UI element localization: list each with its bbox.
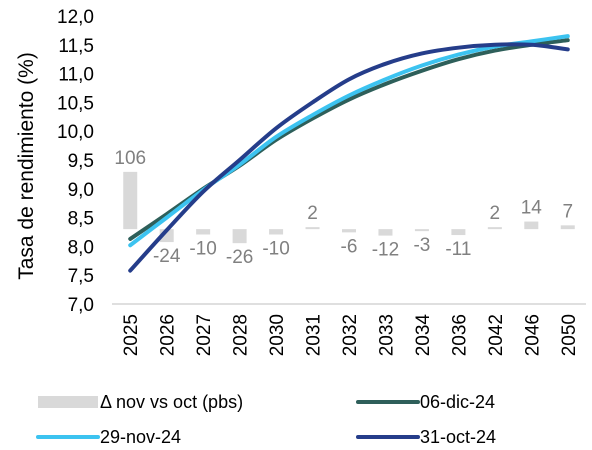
x-tick-label: 2034 xyxy=(413,314,434,357)
delta-bar xyxy=(560,225,575,230)
delta-bar xyxy=(451,229,466,236)
y-tick-label: 11,5 xyxy=(58,36,94,57)
delta-bar xyxy=(123,171,138,230)
bar-data-label: 2 xyxy=(490,203,501,224)
x-tick-label: 2027 xyxy=(194,314,215,356)
x-tick-label: 2028 xyxy=(231,314,252,356)
delta-bar xyxy=(378,229,393,236)
bar-data-label: -10 xyxy=(189,239,216,260)
y-tick-label: 12,0 xyxy=(57,7,94,28)
legend-label: 29-nov-24 xyxy=(100,427,181,447)
x-tick-label: 2032 xyxy=(340,314,361,356)
legend-label: 06-dic-24 xyxy=(420,392,495,412)
series-line xyxy=(128,34,570,248)
bar-data-label: 7 xyxy=(562,201,573,222)
y-tick-label: 8,0 xyxy=(68,237,94,258)
y-tick-label: 7,0 xyxy=(68,295,94,316)
x-tick-label: 2030 xyxy=(267,314,288,356)
delta-bar xyxy=(487,227,502,230)
x-axis: 2025 2026 2027 2028 2030 2031 2032 2033 2034 2036… xyxy=(112,303,586,357)
x-tick-label: 2046 xyxy=(522,314,543,356)
y-tick-label: 9,5 xyxy=(68,151,94,172)
delta-bar xyxy=(414,229,429,232)
bar-data-label: 14 xyxy=(521,198,543,219)
y-tick-label: 10,0 xyxy=(57,122,94,143)
y-tick-label: 7,5 xyxy=(68,266,94,287)
bar-data-label: -24 xyxy=(153,246,181,267)
x-tick-label: 2036 xyxy=(449,314,470,356)
delta-bar xyxy=(524,221,539,230)
bar-data-label: 106 xyxy=(114,148,146,169)
series-line xyxy=(128,38,570,241)
delta-bar xyxy=(342,229,356,233)
line-series xyxy=(128,34,570,273)
bar-data-label: -11 xyxy=(445,239,471,260)
bar-data-label: -3 xyxy=(413,235,430,256)
series-line xyxy=(128,42,570,273)
x-tick-label: 2033 xyxy=(376,314,397,356)
x-tick-label: 2042 xyxy=(486,314,507,356)
legend-swatch-bar xyxy=(38,396,98,408)
y-tick-label: 10,5 xyxy=(57,93,94,114)
legend-label: 31-oct-24 xyxy=(420,427,496,447)
delta-bar xyxy=(232,229,247,244)
x-tick-label: 2031 xyxy=(304,314,325,356)
legend-label: Δ nov vs oct (pbs) xyxy=(100,392,243,412)
y-tick-label: 9,0 xyxy=(68,180,94,201)
bar-data-label: -12 xyxy=(372,240,399,261)
bar-data-label: -26 xyxy=(226,247,253,268)
x-tick-label: 2026 xyxy=(158,314,179,356)
bar-data-label: -6 xyxy=(341,236,358,257)
x-tick-label: 2025 xyxy=(121,314,142,356)
bar-series xyxy=(123,171,575,244)
delta-bar xyxy=(305,227,320,230)
y-axis-ticks: 7,0 7,5 8,0 8,5 9,0 9,5 10,0 10,5 11,0 11,5 12,0 xyxy=(57,7,94,316)
bar-labels: 106 -24 -10 -26 -10 2 -6 -12 -3 -11 2 14 7 xyxy=(114,148,573,268)
bar-data-label: -10 xyxy=(262,239,289,260)
delta-bar xyxy=(269,229,284,235)
legend: Δ nov vs oct (pbs) 06-dic-24 29-nov-24 31-o… xyxy=(36,392,496,447)
y-axis-label: Tasa de rendimiento (%) xyxy=(15,52,38,280)
y-tick-label: 8,5 xyxy=(68,209,94,230)
delta-bar xyxy=(196,229,211,235)
y-tick-label: 11,0 xyxy=(58,65,94,86)
bar-data-label: 2 xyxy=(307,203,318,224)
y-axis-label-group: Tasa de rendimiento (%) xyxy=(15,52,38,280)
x-tick-label: 2050 xyxy=(559,314,580,356)
